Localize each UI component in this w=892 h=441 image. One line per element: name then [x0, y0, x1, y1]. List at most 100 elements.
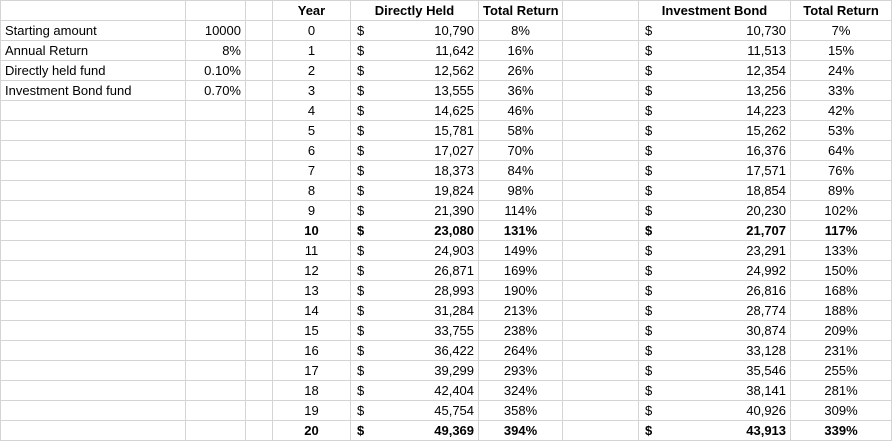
value-cell: 17,027 [370, 140, 480, 161]
cell [562, 380, 640, 401]
currency-cell: $ [638, 20, 659, 41]
cell [562, 140, 640, 161]
currency-cell: $ [638, 240, 659, 261]
value-cell: 20,230 [658, 200, 792, 221]
header-cell: Investment Bond [638, 0, 792, 21]
cell [0, 0, 186, 21]
value-cell: 19,824 [370, 180, 480, 201]
cell [562, 100, 640, 121]
cell [185, 380, 246, 401]
currency-cell: $ [638, 260, 659, 281]
currency-cell: $ [638, 320, 659, 341]
return-cell: 102% [790, 200, 892, 221]
value-cell: 24,992 [658, 260, 792, 281]
return-cell: 190% [478, 280, 564, 301]
value-cell: 23,080 [370, 220, 480, 241]
cell [0, 180, 186, 201]
value-cell: 43,913 [658, 420, 792, 441]
return-cell: 309% [790, 400, 892, 421]
input-value: 0.10% [185, 60, 246, 81]
cell [185, 300, 246, 321]
cell [185, 420, 246, 441]
data-row: 20 $49,369 394% $43,913 339% [0, 420, 892, 441]
return-cell: 114% [478, 200, 564, 221]
cell [0, 260, 186, 281]
cell [245, 160, 273, 181]
currency-cell: $ [350, 360, 371, 381]
cell [0, 380, 186, 401]
cell [562, 320, 640, 341]
value-cell: 13,256 [658, 80, 792, 101]
currency-cell: $ [350, 180, 371, 201]
cell [185, 280, 246, 301]
cell [245, 320, 273, 341]
cell [185, 200, 246, 221]
value-cell: 30,874 [658, 320, 792, 341]
cell [185, 220, 246, 241]
currency-cell: $ [350, 340, 371, 361]
value-cell: 42,404 [370, 380, 480, 401]
value-cell: 10,790 [370, 20, 480, 41]
cell [562, 60, 640, 81]
return-cell: 293% [478, 360, 564, 381]
currency-cell: $ [350, 220, 371, 241]
currency-cell: $ [350, 100, 371, 121]
cell [562, 200, 640, 221]
data-row: Starting amount 10000 0 $10,790 8% $10,730 7% [0, 20, 892, 41]
value-cell: 26,816 [658, 280, 792, 301]
cell [245, 360, 273, 381]
cell [562, 280, 640, 301]
currency-cell: $ [350, 280, 371, 301]
return-cell: 36% [478, 80, 564, 101]
year-cell: 20 [272, 420, 351, 441]
currency-cell: $ [638, 300, 659, 321]
input-value: 0.70% [185, 80, 246, 101]
cell [245, 0, 273, 21]
value-cell: 17,571 [658, 160, 792, 181]
value-cell: 38,141 [658, 380, 792, 401]
cell [245, 180, 273, 201]
value-cell: 18,854 [658, 180, 792, 201]
value-cell: 16,376 [658, 140, 792, 161]
cell [245, 40, 273, 61]
cell [562, 20, 640, 41]
return-cell: 209% [790, 320, 892, 341]
currency-cell: $ [638, 60, 659, 81]
value-cell: 14,223 [658, 100, 792, 121]
cell [185, 120, 246, 141]
cell [185, 340, 246, 361]
return-cell: 394% [478, 420, 564, 441]
return-cell: 64% [790, 140, 892, 161]
year-cell: 1 [272, 40, 351, 61]
header-cell: Year [272, 0, 351, 21]
cell [245, 400, 273, 421]
year-cell: 4 [272, 100, 351, 121]
currency-cell: $ [350, 420, 371, 441]
year-cell: 10 [272, 220, 351, 241]
cell [185, 260, 246, 281]
return-cell: 46% [478, 100, 564, 121]
return-cell: 281% [790, 380, 892, 401]
cell [0, 280, 186, 301]
return-cell: 84% [478, 160, 564, 181]
return-cell: 168% [790, 280, 892, 301]
cell [562, 40, 640, 61]
cell [185, 100, 246, 121]
value-cell: 35,546 [658, 360, 792, 381]
currency-cell: $ [350, 20, 371, 41]
cell [185, 320, 246, 341]
input-label: Annual Return [0, 40, 186, 61]
cell [0, 360, 186, 381]
year-cell: 14 [272, 300, 351, 321]
cell [0, 320, 186, 341]
cell [0, 420, 186, 441]
cell [562, 220, 640, 241]
currency-cell: $ [638, 340, 659, 361]
cell [562, 0, 640, 21]
data-row: 8 $19,824 98% $18,854 89% [0, 180, 892, 201]
return-cell: 16% [478, 40, 564, 61]
return-cell: 264% [478, 340, 564, 361]
year-cell: 8 [272, 180, 351, 201]
return-cell: 324% [478, 380, 564, 401]
data-row: Investment Bond fund 0.70% 3 $13,555 36% $13,… [0, 80, 892, 101]
